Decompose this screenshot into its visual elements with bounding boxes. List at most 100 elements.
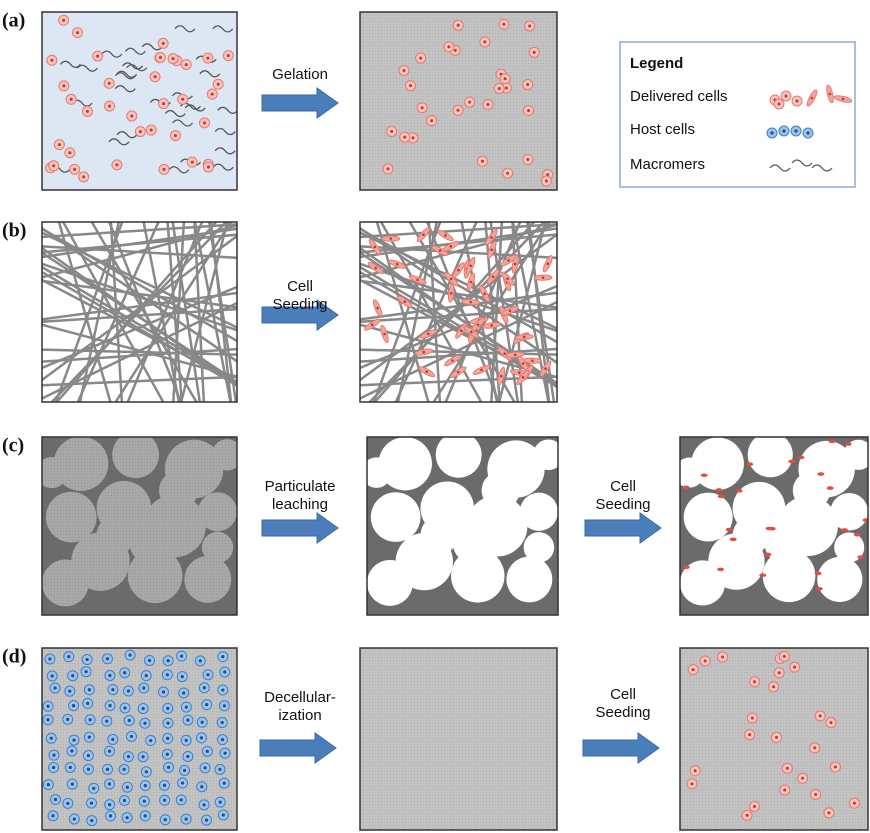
pore: [212, 439, 243, 470]
nucleus: [396, 263, 399, 266]
nucleus: [205, 703, 208, 706]
nucleus: [141, 755, 144, 758]
nucleus: [383, 333, 386, 336]
nucleus: [477, 324, 480, 327]
nucleus: [507, 259, 510, 262]
nucleus: [794, 129, 797, 132]
nucleus: [801, 777, 804, 780]
nucleus: [223, 752, 226, 755]
pore: [371, 492, 421, 542]
nucleus: [62, 84, 65, 87]
nucleus: [403, 300, 406, 303]
nucleus: [806, 131, 809, 134]
nucleus: [108, 803, 111, 806]
nucleus: [108, 82, 111, 85]
cell: [829, 440, 836, 444]
nucleus: [504, 77, 507, 80]
pore: [684, 493, 733, 542]
nucleus: [123, 671, 126, 674]
nucleus: [183, 769, 186, 772]
nucleus: [199, 659, 202, 662]
nucleus: [783, 655, 786, 658]
nucleus: [180, 654, 183, 657]
nucleus: [142, 707, 145, 710]
nucleus: [191, 161, 194, 164]
nucleus: [813, 746, 816, 749]
nucleus: [402, 69, 405, 72]
nucleus: [166, 737, 169, 740]
pore: [198, 492, 237, 531]
step-label: Cell: [610, 686, 636, 703]
cell: [854, 533, 861, 537]
nucleus: [545, 180, 548, 183]
nucleus: [373, 246, 376, 249]
pore: [453, 525, 491, 563]
nucleus: [163, 784, 166, 787]
nucleus: [71, 783, 74, 786]
nucleus: [87, 754, 90, 757]
pore: [130, 524, 169, 563]
nucleus: [506, 172, 509, 175]
nucleus: [143, 722, 146, 725]
nucleus: [51, 814, 54, 817]
arrow: [262, 513, 338, 543]
nucleus: [127, 755, 130, 758]
pore: [112, 431, 159, 478]
nucleus: [753, 680, 756, 683]
nucleus: [72, 704, 75, 707]
nucleus: [50, 737, 53, 740]
cell: [717, 568, 724, 572]
nucleus: [68, 151, 71, 154]
nucleus: [518, 371, 521, 374]
nucleus: [70, 98, 73, 101]
nucleus: [166, 673, 169, 676]
pore: [367, 560, 413, 606]
nucleus: [96, 55, 99, 58]
nucleus: [130, 115, 133, 118]
nucleus: [786, 767, 789, 770]
nucleus: [483, 40, 486, 43]
cell: [715, 488, 722, 492]
pore: [436, 432, 482, 478]
nucleus: [505, 86, 508, 89]
nucleus: [150, 129, 153, 132]
cell: [730, 538, 737, 542]
nucleus: [108, 782, 111, 785]
nucleus: [205, 819, 208, 822]
step-label: leaching: [272, 496, 328, 513]
nucleus: [409, 84, 412, 87]
nucleus: [52, 164, 55, 167]
nucleus: [227, 54, 230, 57]
nucleus: [142, 686, 145, 689]
step-label: Particulate: [265, 478, 336, 495]
arrow: [262, 88, 338, 118]
pore: [533, 440, 564, 471]
nucleus: [145, 674, 148, 677]
step-label: ization: [278, 707, 321, 724]
pore: [830, 493, 868, 531]
nucleus: [72, 739, 75, 742]
nucleus: [185, 817, 188, 820]
pore: [184, 556, 231, 603]
nucleus: [527, 109, 530, 112]
nucleus: [139, 130, 142, 133]
nucleus: [201, 721, 204, 724]
nucleus: [186, 718, 189, 721]
nucleus: [546, 262, 549, 265]
nucleus: [454, 49, 457, 52]
nucleus: [389, 237, 392, 240]
nucleus: [172, 57, 175, 60]
nucleus: [753, 805, 756, 808]
nucleus: [447, 45, 450, 48]
nucleus: [221, 738, 224, 741]
pore: [97, 515, 136, 554]
nucleus: [186, 755, 189, 758]
nucleus: [746, 814, 749, 817]
nucleus: [86, 110, 89, 113]
nucleus: [457, 269, 460, 272]
nucleus: [829, 93, 832, 96]
nucleus: [457, 371, 460, 374]
nucleus: [126, 786, 129, 789]
nucleus: [503, 352, 506, 355]
nucleus: [427, 333, 430, 336]
